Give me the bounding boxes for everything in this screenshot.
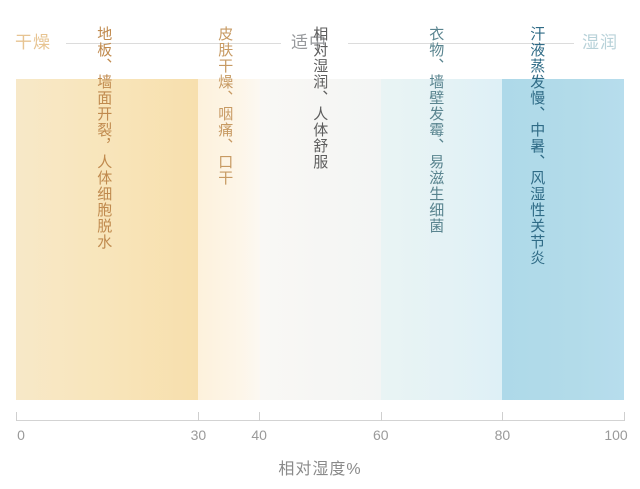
zone-label-humid: 湿润 bbox=[582, 33, 618, 52]
axis-tick-label-30: 30 bbox=[190, 427, 207, 443]
zone-label-moderate: 适中 bbox=[291, 33, 327, 52]
axis-tick-30 bbox=[198, 412, 200, 421]
band-text-0-30: 地板、墙面开裂，人体细胞脱水 bbox=[95, 26, 113, 250]
legend-rule-right bbox=[348, 43, 574, 44]
axis-tick-100 bbox=[624, 412, 625, 421]
humidity-bands bbox=[0, 79, 640, 400]
axis-tick-label-60: 60 bbox=[373, 427, 389, 443]
humidity-axis: 0 30 40 60 80 100 bbox=[0, 400, 640, 450]
axis-tick-label-80: 80 bbox=[494, 427, 511, 443]
zone-legend: 干燥 适中 湿润 bbox=[0, 28, 640, 58]
axis-line bbox=[16, 420, 624, 421]
axis-tick-0 bbox=[16, 412, 17, 421]
band-text-60-80: 衣物、墙壁发霉、易滋生细菌 bbox=[427, 26, 445, 234]
zone-label-dry: 干燥 bbox=[15, 33, 51, 52]
axis-tick-40 bbox=[259, 412, 261, 421]
axis-caption: 相对湿度% bbox=[278, 461, 362, 478]
axis-tick-80 bbox=[502, 412, 504, 421]
band-0-30 bbox=[16, 79, 198, 400]
axis-tick-label-40: 40 bbox=[251, 427, 267, 443]
axis-tick-label-0: 0 bbox=[17, 427, 25, 443]
band-text-30-40: 皮肤干燥、咽痛、口干 bbox=[216, 26, 234, 186]
band-text-40-60: 相对湿润、人体舒服 bbox=[311, 26, 329, 170]
band-40-60 bbox=[260, 79, 381, 400]
band-30-40 bbox=[198, 79, 260, 400]
legend-rule-left bbox=[66, 43, 281, 44]
band-60-80 bbox=[381, 79, 502, 400]
band-80-100 bbox=[502, 79, 624, 400]
band-text-80-100: 汗液蒸发慢、中暑、风湿性关节炎 bbox=[528, 26, 546, 266]
axis-tick-label-100: 100 bbox=[604, 427, 628, 443]
axis-tick-60 bbox=[380, 412, 382, 421]
